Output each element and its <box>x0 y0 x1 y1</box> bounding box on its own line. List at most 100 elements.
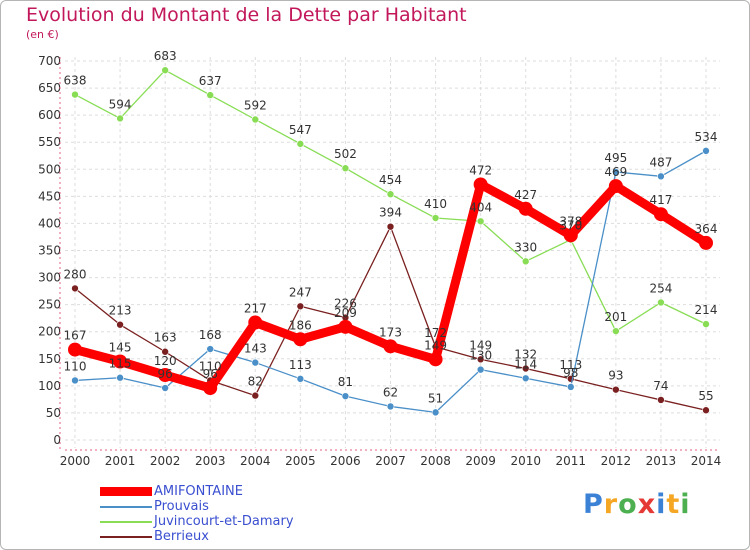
legend-swatch <box>100 487 152 496</box>
data-point <box>206 345 215 353</box>
data-point <box>702 406 710 415</box>
data-label: 410 <box>424 197 447 211</box>
data-point <box>116 320 124 329</box>
y-tick-label: 700 <box>38 54 61 68</box>
x-tick-label: 2012 <box>601 454 632 468</box>
logo-letter: i <box>656 489 667 520</box>
y-tick-label: 550 <box>38 135 61 149</box>
legend-swatch <box>100 505 152 508</box>
y-tick-label: 600 <box>38 108 61 122</box>
data-point <box>206 91 215 99</box>
data-point <box>338 319 353 334</box>
chart-legend: AMIFONTAINE Prouvais Juvincourt-et-Damary B… <box>100 484 294 544</box>
data-label: 93 <box>608 369 623 383</box>
x-tick-label: 2007 <box>375 454 406 468</box>
data-point <box>521 257 530 266</box>
data-point <box>251 358 260 367</box>
data-label: 62 <box>383 385 398 399</box>
data-label: 280 <box>64 267 87 281</box>
data-label: 534 <box>695 130 718 144</box>
data-label: 149 <box>424 338 447 352</box>
x-tick-label: 2014 <box>691 454 722 468</box>
data-label: 145 <box>109 340 132 354</box>
legend-swatch <box>100 520 152 523</box>
data-label: 594 <box>109 97 132 111</box>
x-tick-label: 2006 <box>330 454 361 468</box>
logo-letter: r <box>603 489 619 520</box>
data-label: 186 <box>289 318 312 332</box>
data-point <box>71 90 79 99</box>
x-tick-label: 2011 <box>556 454 587 468</box>
data-label: 149 <box>469 338 492 352</box>
x-tick-label: 2010 <box>510 454 541 468</box>
data-point <box>203 381 218 396</box>
data-label: 495 <box>604 151 627 165</box>
logo-letter: o <box>618 489 638 520</box>
data-point <box>608 179 623 194</box>
data-label: 378 <box>559 214 582 228</box>
data-point <box>653 207 668 222</box>
data-label: 417 <box>649 193 672 207</box>
data-point <box>702 147 710 155</box>
x-tick-label: 2003 <box>195 454 226 468</box>
data-point <box>699 235 713 250</box>
chart-title: Evolution du Montant de la Dette par Hab… <box>26 4 467 26</box>
y-tick-label: 500 <box>38 162 61 176</box>
data-point <box>68 342 82 357</box>
data-label: 114 <box>514 357 537 371</box>
x-tick-label: 2009 <box>465 454 496 468</box>
data-point <box>431 408 440 417</box>
legend-item: AMIFONTAINE <box>100 484 294 499</box>
data-point <box>657 396 665 404</box>
data-point <box>566 383 575 391</box>
data-label: 217 <box>244 302 267 316</box>
y-tick-label: 150 <box>38 352 61 366</box>
data-point <box>518 201 533 216</box>
data-label: 394 <box>379 206 402 220</box>
data-point <box>612 385 620 394</box>
y-tick-label: 200 <box>38 325 61 339</box>
x-tick-label: 2008 <box>420 454 451 468</box>
data-point <box>612 168 620 176</box>
data-label: 247 <box>289 285 312 299</box>
data-point <box>71 284 79 293</box>
legend-item: Berrieux <box>100 529 294 544</box>
data-point <box>296 302 305 311</box>
legend-label: AMIFONTAINE <box>154 484 243 499</box>
data-label: 330 <box>514 240 537 254</box>
data-point <box>161 384 169 392</box>
y-tick-label: 250 <box>38 298 61 312</box>
data-label: 143 <box>244 342 267 356</box>
data-point <box>383 339 398 354</box>
data-point <box>476 355 485 364</box>
data-label: 487 <box>649 155 672 169</box>
data-label: 113 <box>289 358 312 372</box>
data-point <box>386 190 395 198</box>
data-point <box>113 354 128 369</box>
y-tick-label: 450 <box>38 189 61 203</box>
data-label: 55 <box>698 389 713 403</box>
y-tick-label: 350 <box>38 244 61 258</box>
data-label: 469 <box>604 165 627 179</box>
legend-item: Prouvais <box>100 499 294 514</box>
y-tick-label: 100 <box>38 379 61 393</box>
data-label: 592 <box>244 98 267 112</box>
legend-swatch <box>100 535 152 538</box>
x-tick-label: 2001 <box>105 454 136 468</box>
data-point <box>296 375 305 383</box>
legend-label: Prouvais <box>154 499 209 514</box>
legend-item: Juvincourt-et-Damary <box>100 514 294 529</box>
legend-label: Juvincourt-et-Damary <box>154 514 294 529</box>
data-point <box>521 374 530 383</box>
data-label: 115 <box>109 357 132 371</box>
data-label: 226 <box>334 297 357 311</box>
data-label: 130 <box>469 349 492 363</box>
data-point <box>476 217 485 226</box>
data-label: 82 <box>248 375 263 389</box>
logo-letter: i <box>680 489 691 520</box>
data-point <box>702 320 710 328</box>
x-tick-label: 2013 <box>646 454 677 468</box>
data-point <box>116 373 124 382</box>
y-tick-label: 400 <box>38 216 61 230</box>
